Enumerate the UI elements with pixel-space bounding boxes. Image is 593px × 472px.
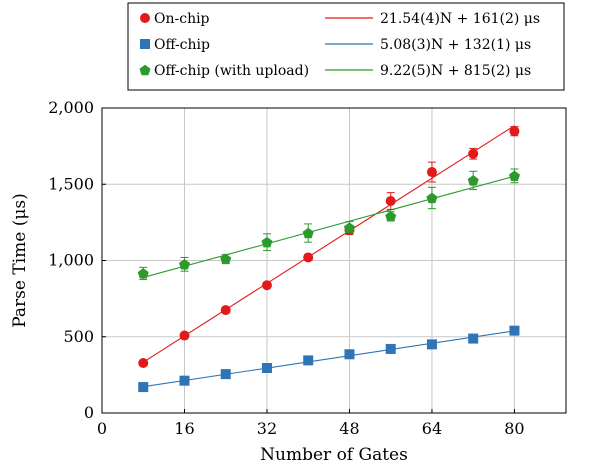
data-point-off-chip bbox=[303, 355, 314, 366]
x-tick-label: 32 bbox=[257, 419, 277, 438]
data-point-off-chip bbox=[138, 382, 149, 393]
y-tick-label: 500 bbox=[63, 327, 94, 346]
legend-marker-on-chip bbox=[140, 13, 150, 23]
data-point-off-chip-with-upload bbox=[261, 236, 273, 248]
data-markers bbox=[137, 126, 520, 393]
legend-fit-label-on-chip: 21.54(4)N + 161(2) μs bbox=[380, 11, 540, 27]
error-bars bbox=[139, 126, 519, 390]
x-axis-label: Number of Gates bbox=[260, 445, 408, 465]
x-tick-label: 16 bbox=[174, 419, 194, 438]
data-point-off-chip-with-upload bbox=[467, 175, 479, 186]
fit-lines bbox=[142, 125, 515, 388]
y-tick-labels: 0 500 1,000 1,500 2,000 bbox=[48, 98, 94, 422]
data-point-off-chip-with-upload bbox=[385, 210, 397, 222]
data-point-off-chip bbox=[179, 375, 190, 386]
data-point-off-chip-with-upload bbox=[220, 253, 232, 265]
data-point-on-chip bbox=[426, 167, 437, 178]
legend-fit-label-off-chip: 5.08(3)N + 132(1) μs bbox=[380, 37, 531, 53]
data-point-on-chip bbox=[385, 196, 396, 207]
legend: On-chip 21.54(4)N + 161(2) μs Off-chip 5.08… bbox=[127, 2, 565, 91]
x-tick-label: 80 bbox=[504, 419, 524, 438]
y-tick-label: 2,000 bbox=[48, 98, 94, 117]
data-point-off-chip-with-upload bbox=[302, 227, 314, 239]
data-point-off-chip bbox=[385, 343, 396, 354]
data-point-off-chip-with-upload bbox=[508, 170, 520, 182]
legend-marker-off-chip-with-upload bbox=[139, 64, 151, 76]
data-point-off-chip-with-upload bbox=[343, 222, 355, 233]
data-point-off-chip bbox=[509, 325, 520, 336]
data-point-off-chip bbox=[344, 349, 355, 360]
data-point-on-chip bbox=[220, 305, 231, 316]
x-tick-labels: 0 16 32 48 64 80 bbox=[97, 419, 525, 438]
y-axis-label: Parse Time (μs) bbox=[10, 193, 30, 328]
data-point-off-chip bbox=[426, 339, 437, 350]
legend-label-off-chip: Off-chip bbox=[154, 37, 210, 53]
data-point-off-chip bbox=[468, 333, 479, 344]
data-point-on-chip bbox=[261, 280, 272, 291]
legend-marker-off-chip bbox=[140, 39, 150, 49]
data-point-on-chip bbox=[303, 252, 314, 263]
x-tick-label: 48 bbox=[339, 419, 359, 438]
y-tick-label: 0 bbox=[84, 403, 94, 422]
fit-line-off-chip bbox=[143, 330, 515, 388]
legend-label-off-chip-with-upload: Off-chip (with upload) bbox=[154, 63, 309, 79]
plot-frame bbox=[101, 107, 567, 414]
data-point-on-chip bbox=[509, 126, 520, 137]
data-point-off-chip-with-upload bbox=[137, 268, 149, 279]
x-tick-label: 64 bbox=[422, 419, 442, 438]
fit-line-on-chip bbox=[142, 125, 515, 363]
legend-label-on-chip: On-chip bbox=[154, 11, 210, 27]
x-tick-label: 0 bbox=[97, 419, 107, 438]
y-tick-label: 1,500 bbox=[48, 174, 94, 193]
data-point-off-chip bbox=[220, 369, 231, 380]
legend-fit-label-off-chip-with-upload: 9.22(5)N + 815(2) μs bbox=[380, 63, 531, 79]
grid bbox=[101, 107, 566, 414]
data-point-off-chip-with-upload bbox=[426, 192, 438, 204]
data-point-off-chip bbox=[261, 363, 272, 374]
data-point-on-chip bbox=[138, 357, 149, 368]
data-point-on-chip bbox=[179, 330, 190, 341]
data-point-off-chip-with-upload bbox=[178, 259, 191, 270]
y-tick-label: 1,000 bbox=[48, 251, 94, 270]
fit-line-off-chip-with-upload bbox=[143, 175, 515, 278]
data-point-on-chip bbox=[468, 148, 479, 159]
